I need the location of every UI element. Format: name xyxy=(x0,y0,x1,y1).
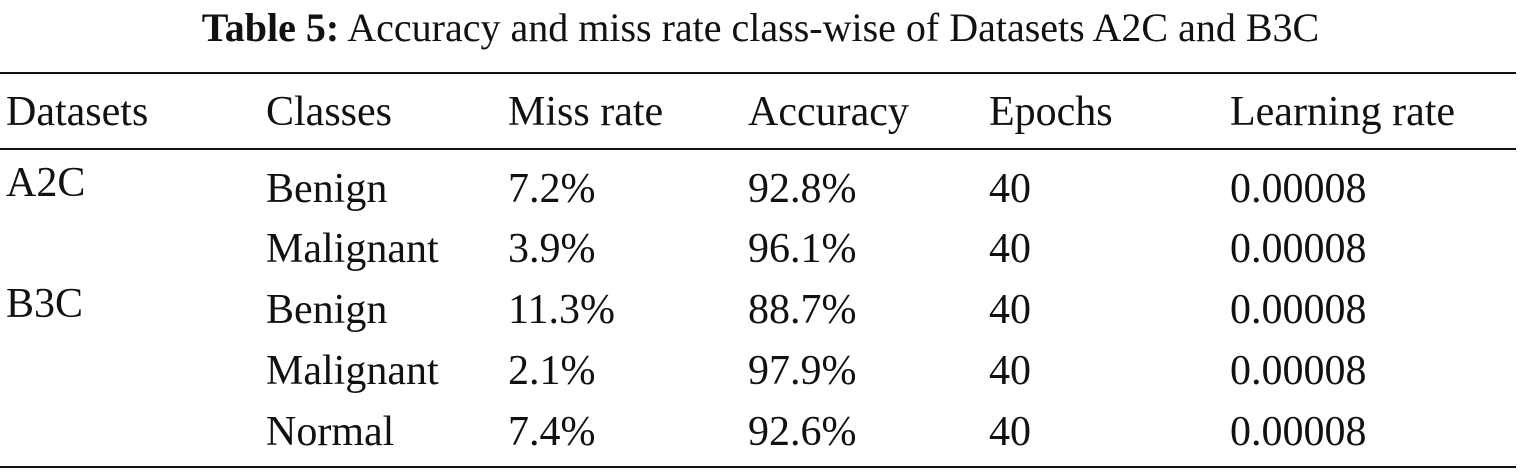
class-cell: Benign xyxy=(266,287,388,333)
class-cell: Normal xyxy=(266,409,395,455)
miss-rate-cell: 2.1% xyxy=(508,348,596,394)
epochs-cell: 40 xyxy=(989,348,1031,394)
dataset-label-a2c: A2C xyxy=(6,160,86,206)
epochs-cell: 40 xyxy=(989,226,1031,272)
header-accuracy: Accuracy xyxy=(748,89,909,135)
miss-rate-cell: 7.4% xyxy=(508,409,596,455)
learning-rate-cell: 0.00008 xyxy=(1230,409,1367,455)
class-cell: Malignant xyxy=(266,348,439,394)
table-caption: Table 5: Accuracy and miss rate class-wis… xyxy=(0,0,1521,56)
accuracy-cell: 92.8% xyxy=(748,166,857,212)
accuracy-cell: 92.6% xyxy=(748,409,857,455)
header-epochs: Epochs xyxy=(989,89,1113,135)
learning-rate-cell: 0.00008 xyxy=(1230,348,1367,394)
header-datasets: Datasets xyxy=(6,89,149,135)
learning-rate-cell: 0.00008 xyxy=(1230,287,1367,333)
accuracy-cell: 96.1% xyxy=(748,226,857,272)
table-caption-text: Accuracy and miss rate class-wise of Dat… xyxy=(347,5,1320,50)
class-cell: Benign xyxy=(266,166,388,212)
miss-rate-cell: 11.3% xyxy=(508,287,615,333)
epochs-cell: 40 xyxy=(989,287,1031,333)
miss-rate-cell: 7.2% xyxy=(508,166,596,212)
learning-rate-cell: 0.00008 xyxy=(1230,166,1367,212)
epochs-cell: 40 xyxy=(989,409,1031,455)
epochs-cell: 40 xyxy=(989,166,1031,212)
dataset-label-b3c: B3C xyxy=(6,281,84,327)
header-learning-rate: Learning rate xyxy=(1230,89,1456,135)
class-cell: Malignant xyxy=(266,226,439,272)
accuracy-cell: 97.9% xyxy=(748,348,857,394)
learning-rate-cell: 0.00008 xyxy=(1230,226,1367,272)
header-classes: Classes xyxy=(266,89,392,135)
header-rule xyxy=(0,148,1516,150)
top-rule xyxy=(0,72,1516,74)
bottom-rule xyxy=(0,466,1516,468)
accuracy-cell: 88.7% xyxy=(748,287,857,333)
table-caption-label: Table 5: xyxy=(201,5,340,50)
header-miss-rate: Miss rate xyxy=(508,89,664,135)
miss-rate-cell: 3.9% xyxy=(508,226,596,272)
